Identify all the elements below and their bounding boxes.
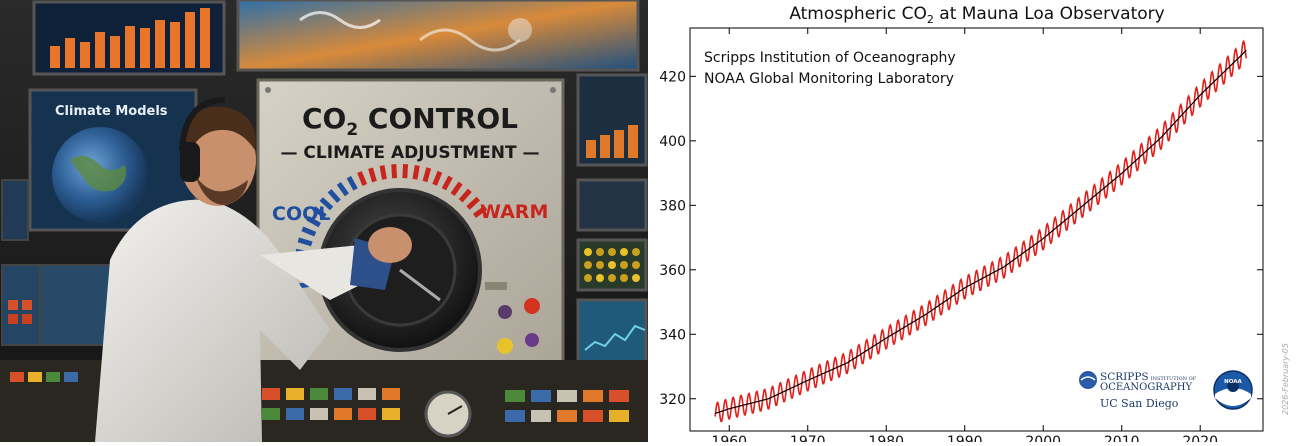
y-tick-label: 380 (659, 198, 686, 214)
co2-chart: Atmospheric CO2 at Mauna Loa Observatory… (659, 4, 1290, 442)
x-tick-label: 1960 (711, 434, 747, 442)
date-stamp: 2026-February-05 (1281, 343, 1290, 415)
x-tick-label: 2020 (1182, 434, 1218, 442)
panel-title: CO2 CONTROL (302, 102, 518, 140)
weather-map-screen (236, 0, 640, 72)
y-tick-label: 360 (659, 263, 686, 279)
co2-chart-panel: Atmospheric CO2 at Mauna Loa Observatory… (648, 0, 1300, 442)
x-tick-label: 1990 (947, 434, 983, 442)
x-tick-label: 2000 (1025, 434, 1061, 442)
y-tick-label: 320 (659, 392, 686, 408)
plot-frame (689, 27, 1264, 432)
ucsd-logo: UC San Diego (1100, 397, 1179, 410)
scripps-logo-line2: OCEANOGRAPHY (1100, 382, 1193, 393)
y-tick-label: 400 (659, 134, 686, 150)
scientist-figure (95, 97, 412, 442)
warm-label: WARM (480, 201, 548, 223)
scripps-logo: SCRIPPS INSTITUTION OF OCEANOGRAPHY UC Sa… (1079, 371, 1197, 410)
bar-chart-screen (32, 0, 226, 76)
noaa-logo-text: NOAA (1224, 379, 1242, 385)
series-trend-line (714, 49, 1247, 414)
chart-title: Atmospheric CO2 at Mauna Loa Observatory (789, 4, 1164, 26)
co2-control-illustration: Climate Models (0, 0, 648, 442)
series-monthly-line (714, 39, 1248, 423)
credit-noaa: NOAA Global Monitoring Laboratory (704, 71, 954, 87)
y-tick-label: 340 (659, 327, 686, 343)
scripps-logo-line1: SCRIPPS INSTITUTION OF (1100, 371, 1197, 383)
headphones-icon (179, 97, 226, 151)
x-tick-label: 1970 (790, 434, 826, 442)
y-tick-label: 420 (659, 69, 686, 85)
credit-scripps: Scripps Institution of Oceanography (704, 50, 956, 66)
scripps-globe-icon (1079, 371, 1097, 389)
x-tick-label: 2010 (1104, 434, 1140, 442)
x-tick-label: 1980 (868, 434, 904, 442)
noaa-logo: NOAA (1213, 370, 1253, 410)
illustration-svg: Climate Models (0, 0, 648, 442)
panel-subtitle: — CLIMATE ADJUSTMENT — (281, 143, 540, 163)
climate-models-label: Climate Models (55, 104, 168, 119)
cool-label: COOL (272, 203, 330, 225)
co2-control-panel: CO2 CONTROL — CLIMATE ADJUSTMENT — COOL … (256, 78, 565, 387)
